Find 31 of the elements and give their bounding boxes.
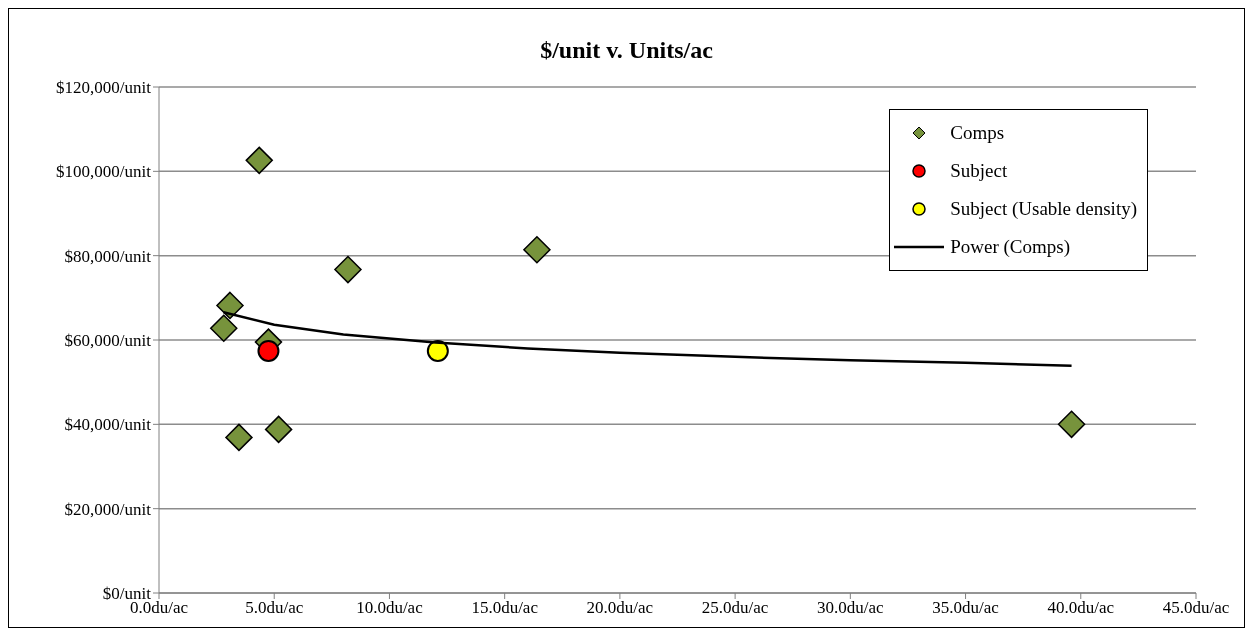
- point: [523, 236, 551, 264]
- point: [245, 146, 273, 175]
- point: [257, 339, 280, 362]
- point: [264, 415, 293, 444]
- legend-label: Comps: [950, 122, 1005, 144]
- legend-label: Subject (Usable density): [950, 198, 1137, 220]
- point: [225, 423, 253, 452]
- legend-label: Subject: [950, 160, 1008, 182]
- y-tick-label: $60,000/unit: [64, 331, 152, 351]
- x-tick-label: 25.0du/ac: [701, 598, 769, 618]
- x-tick-label: 30.0du/ac: [817, 598, 885, 618]
- point: [334, 255, 362, 284]
- x-tick-label: 0.0du/ac: [129, 598, 189, 618]
- x-tick-label: 35.0du/ac: [932, 598, 1000, 618]
- y-tick-label: $40,000/unit: [64, 415, 152, 435]
- point: [216, 291, 244, 320]
- y-tick-label: $20,000/unit: [64, 499, 152, 519]
- point: [1057, 410, 1086, 439]
- y-tick-label: $100,000/unit: [56, 162, 152, 182]
- x-tick-label: 45.0du/ac: [1162, 598, 1230, 618]
- chart-title: $/unit v. Units/ac: [539, 36, 714, 65]
- y-tick-label: $80,000/unit: [64, 246, 152, 266]
- x-tick-label: 10.0du/ac: [356, 598, 424, 618]
- point: [426, 339, 449, 362]
- x-tick-label: 40.0du/ac: [1047, 598, 1115, 618]
- point: [210, 314, 238, 342]
- x-tick-label: 5.0du/ac: [245, 598, 304, 618]
- x-tick-label: 20.0du/ac: [586, 598, 654, 618]
- legend-label: Power (Comps): [950, 236, 1071, 258]
- x-tick-label: 15.0du/ac: [471, 598, 539, 618]
- y-tick-label: $120,000/unit: [56, 78, 152, 98]
